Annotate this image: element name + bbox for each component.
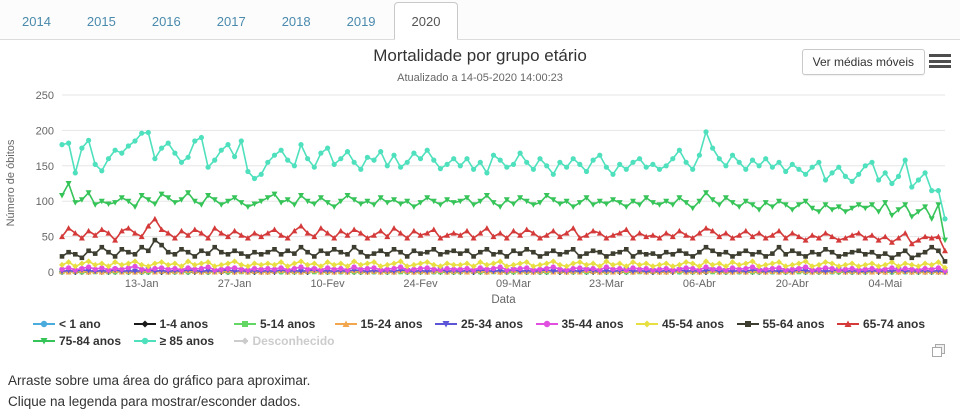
x-tick-label: 10-Fev — [310, 278, 345, 290]
tab-2020[interactable]: 2020 — [393, 2, 459, 40]
legend-label: Desconhecido — [252, 334, 335, 348]
legend-item-45-54-anos[interactable]: 45-54 anos — [636, 317, 737, 331]
legend-label: 15-24 anos — [360, 317, 423, 331]
legend-item-15-24-anos[interactable]: 15-24 anos — [334, 317, 436, 331]
chart-legend: < 1 ano 1-4 anos 5-14 anos 15-24 anos 25… — [33, 317, 938, 348]
legend-marker-icon — [636, 320, 658, 328]
x-tick-label: 24-Fev — [403, 278, 438, 290]
legend-label: ≥ 85 anos — [159, 334, 215, 348]
legend-label: 1-4 anos — [159, 317, 209, 331]
legend-item-1-4-anos[interactable]: 1-4 anos — [133, 317, 235, 331]
legend-item-35-44-anos[interactable]: 35-44 anos — [535, 317, 637, 331]
y-tick-label: 100 — [36, 196, 54, 208]
usage-hints: Arraste sobre uma área do gráfico para a… — [8, 370, 310, 412]
y-tick-label: 50 — [42, 232, 54, 244]
tab-2015[interactable]: 2015 — [86, 14, 116, 29]
legend-marker-icon — [33, 338, 55, 345]
legend-label: 55-64 anos — [762, 317, 825, 331]
legend-item-25-34-anos[interactable]: 25-34 anos — [435, 317, 536, 331]
legend-marker-icon — [334, 320, 357, 327]
x-tick-label: 06-Abr — [683, 278, 716, 290]
legend-marker-icon — [133, 320, 156, 328]
x-tick-label: 20-Abr — [776, 278, 809, 290]
legend-item-1-ano[interactable]: < 1 ano — [33, 317, 134, 331]
x-tick-label: 09-Mar — [496, 278, 531, 290]
x-tick-label: 27-Jan — [218, 278, 252, 290]
moving-averages-button[interactable]: Ver médias móveis — [801, 49, 925, 75]
legend-marker-icon — [33, 320, 55, 328]
tab-2018[interactable]: 2018 — [281, 14, 311, 29]
hint-zoom: Arraste sobre uma área do gráfico para a… — [8, 373, 311, 388]
legend-marker-icon — [234, 337, 249, 345]
tab-2014[interactable]: 2014 — [22, 14, 51, 29]
chart-plot-area[interactable]: 0 50 100 150 200 250 13-Jan 27-Jan 10-Fev 24-Fev 0… — [0, 85, 960, 313]
x-axis-title: Data — [491, 294, 516, 306]
copy-icon[interactable] — [931, 343, 946, 358]
legend-item-65-74-anos[interactable]: 65-74 anos — [837, 317, 938, 331]
legend-label: 5-14 anos — [260, 317, 316, 331]
legend-item-55-64-anos[interactable]: 55-64 anos — [736, 317, 838, 331]
legend-item-75-84-anos[interactable]: 75-84 anos — [33, 334, 134, 348]
legend-marker-icon — [535, 320, 558, 328]
x-tick-label: 04-Mai — [868, 278, 902, 290]
x-tick-label: 23-Mar — [589, 278, 624, 290]
y-tick-label: 150 — [36, 161, 54, 173]
y-tick-label: 0 — [48, 267, 54, 279]
chart-subtitle: Atualizado a 14-05-2020 14:00:23 — [397, 72, 563, 84]
legend-marker-icon — [435, 321, 457, 328]
legend-label: 25-34 anos — [461, 317, 524, 331]
legend-label: 45-54 anos — [662, 317, 725, 331]
y-axis-title: Número de óbitos — [5, 139, 17, 226]
year-tab-bar: 2014 2015 2016 2017 2018 2019 2020 — [0, 0, 960, 40]
legend-marker-icon — [837, 320, 859, 327]
legend-item-5-14-anos[interactable]: 5-14 anos — [234, 317, 335, 331]
chart-title: Mortalidade por grupo etário — [373, 46, 587, 65]
legend-marker-icon — [133, 337, 156, 345]
hamburger-icon[interactable] — [929, 54, 951, 70]
legend-item-desconhecido[interactable]: Desconhecido — [234, 334, 335, 348]
legend-label: 35-44 anos — [561, 317, 624, 331]
x-tick-label: 13-Jan — [125, 278, 159, 290]
legend-marker-icon — [234, 321, 256, 327]
legend-label: 65-74 anos — [863, 317, 926, 331]
tab-2016[interactable]: 2016 — [151, 14, 181, 29]
legend-item-85-anos[interactable]: ≥ 85 anos — [133, 334, 235, 348]
hint-legend: Clique na legenda para mostrar/esconder … — [8, 394, 301, 409]
y-tick-label: 250 — [36, 90, 54, 102]
tab-2017[interactable]: 2017 — [216, 14, 246, 29]
y-tick-label: 200 — [36, 125, 54, 137]
tab-2019[interactable]: 2019 — [346, 14, 376, 29]
legend-label: 75-84 anos — [59, 334, 122, 348]
legend-marker-icon — [736, 321, 759, 327]
legend-label: < 1 ano — [59, 317, 101, 331]
